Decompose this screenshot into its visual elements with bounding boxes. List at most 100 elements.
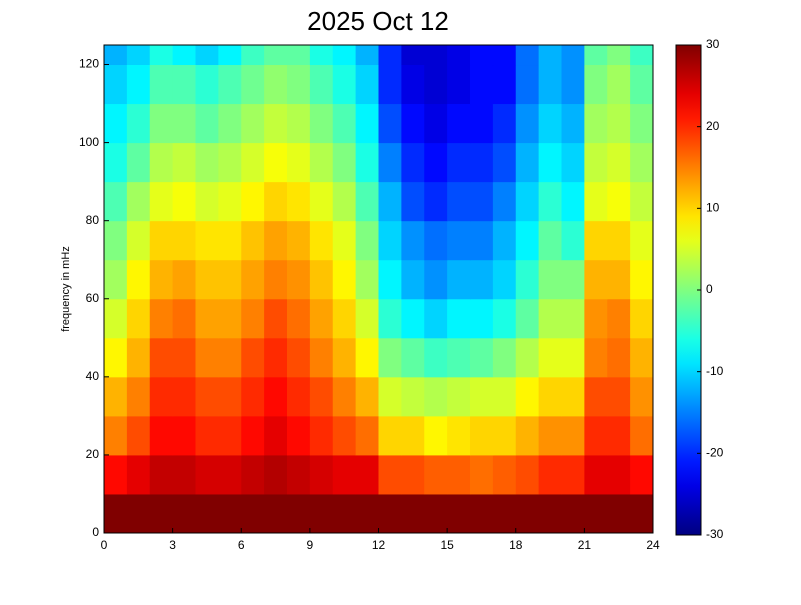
heatmap-cell: [287, 181, 311, 222]
heatmap-cell: [172, 103, 196, 144]
heatmap-cell: [355, 64, 379, 105]
heatmap-cell: [332, 103, 357, 144]
heatmap-cell: [515, 142, 540, 183]
heatmap-cell: [241, 259, 265, 300]
heatmap-cell: [630, 376, 654, 417]
heatmap-cell: [104, 142, 128, 183]
heatmap-cell: [515, 415, 540, 456]
heatmap-cell: [241, 142, 265, 183]
heatmap-cell: [607, 454, 631, 495]
y-tick-label: 100: [79, 135, 99, 149]
heatmap-cell: [104, 64, 128, 105]
heatmap-cell: [126, 220, 151, 261]
heatmap-cell: [195, 376, 219, 417]
heatmap-cell: [355, 337, 379, 378]
heatmap-cell: [104, 454, 128, 495]
heatmap-cell: [241, 376, 265, 417]
heatmap-cell: [378, 259, 402, 300]
heatmap-cell: [492, 142, 517, 183]
heatmap-cell: [378, 45, 402, 66]
heatmap-cell: [561, 103, 585, 144]
heatmap-cell: [264, 493, 288, 534]
heatmap-cell: [401, 181, 425, 222]
heatmap-cell: [218, 220, 242, 261]
heatmap-cell: [584, 376, 608, 417]
heatmap-cell: [104, 45, 128, 66]
heatmap-cell: [355, 259, 379, 300]
heatmap-cell: [172, 454, 196, 495]
heatmap-cell: [332, 337, 357, 378]
heatmap-cell: [470, 181, 494, 222]
heatmap-cell: [607, 493, 631, 534]
heatmap-cell: [538, 142, 562, 183]
heatmap-cell: [218, 64, 242, 105]
heatmap-cell: [355, 220, 379, 261]
heatmap-cell: [378, 337, 402, 378]
heatmap-cell: [218, 181, 242, 222]
heatmap-cell: [447, 45, 471, 66]
heatmap-cell: [332, 298, 357, 339]
heatmap-cell: [126, 493, 151, 534]
heatmap-cell: [149, 454, 174, 495]
heatmap-cell: [607, 220, 631, 261]
heatmap-cell: [172, 298, 196, 339]
heatmap-cell: [149, 181, 174, 222]
heatmap-cell: [401, 337, 425, 378]
heatmap-cell: [355, 181, 379, 222]
heatmap-cell: [287, 142, 311, 183]
heatmap-cell: [424, 493, 448, 534]
heatmap-cell: [584, 298, 608, 339]
heatmap-cell: [447, 493, 471, 534]
heatmap-cell: [470, 103, 494, 144]
heatmap-cell: [447, 220, 471, 261]
heatmap-cell: [195, 142, 219, 183]
heatmap-cell: [309, 220, 334, 261]
heatmap-cell: [264, 64, 288, 105]
heatmap-cell: [149, 493, 174, 534]
heatmap-cell: [470, 64, 494, 105]
heatmap-cell: [401, 298, 425, 339]
colorbar-tick-label: 20: [706, 119, 720, 133]
heatmap-cell: [172, 337, 196, 378]
heatmap-cell: [241, 103, 265, 144]
colorbar-tick-label: -20: [706, 446, 724, 460]
heatmap-cell: [218, 103, 242, 144]
heatmap-cell: [264, 337, 288, 378]
heatmap-cell: [515, 220, 540, 261]
heatmap-cell: [218, 415, 242, 456]
x-tick-label: 9: [307, 538, 314, 552]
heatmap-cell: [172, 259, 196, 300]
heatmap-cell: [332, 64, 357, 105]
heatmap-cell: [309, 181, 334, 222]
heatmap-cell: [630, 181, 654, 222]
heatmap-cell: [424, 45, 448, 66]
heatmap-cell: [126, 64, 151, 105]
y-tick-label: 120: [79, 57, 99, 71]
heatmap-cell: [607, 142, 631, 183]
heatmap-cell: [195, 493, 219, 534]
x-tick-label: 6: [238, 538, 245, 552]
heatmap-cell: [538, 103, 562, 144]
heatmap-cell: [126, 103, 151, 144]
heatmap-cell: [538, 181, 562, 222]
heatmap-cell: [355, 493, 379, 534]
heatmap-cell: [401, 103, 425, 144]
heatmap-cell: [309, 493, 334, 534]
heatmap-cell: [607, 45, 631, 66]
heatmap-cell: [401, 220, 425, 261]
heatmap-cell: [332, 220, 357, 261]
heatmap-cell: [287, 45, 311, 66]
heatmap-cell: [492, 415, 517, 456]
heatmap-cell: [355, 103, 379, 144]
heatmap-cell: [287, 64, 311, 105]
heatmap-cell: [264, 415, 288, 456]
y-tick-label: 60: [86, 291, 100, 305]
heatmap-cell: [332, 454, 357, 495]
x-tick-label: 12: [372, 538, 386, 552]
heatmap-cell: [104, 376, 128, 417]
heatmap-cell: [584, 142, 608, 183]
heatmap-cell: [195, 45, 219, 66]
heatmap-cell: [607, 376, 631, 417]
heatmap-cell: [447, 337, 471, 378]
colorbar-tick-label: 10: [706, 201, 720, 215]
